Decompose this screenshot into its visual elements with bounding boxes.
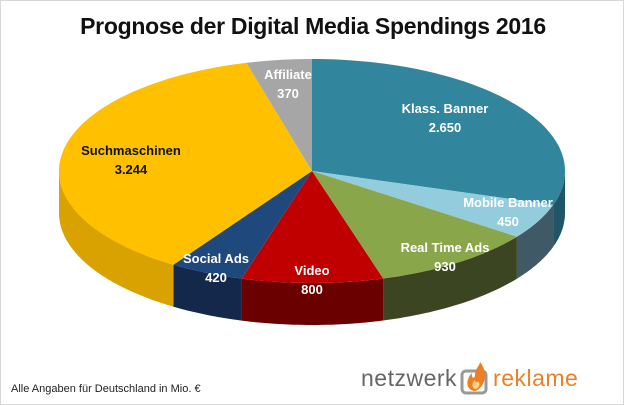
slice-label-6: Affiliate bbox=[264, 67, 312, 82]
pie-side-1 bbox=[516, 204, 554, 279]
slice-label-5: Suchmaschinen bbox=[81, 143, 181, 158]
pie-slice-1 bbox=[312, 171, 554, 237]
pie-slice-5 bbox=[59, 62, 312, 265]
pie-side-2 bbox=[383, 236, 517, 321]
slice-value-0: 2.650 bbox=[429, 120, 462, 135]
pie-side-5 bbox=[59, 171, 174, 307]
slice-label-4: Social Ads bbox=[183, 251, 249, 266]
pie-side-0 bbox=[553, 171, 565, 247]
slice-value-4: 420 bbox=[205, 270, 227, 285]
pie-side-4 bbox=[173, 264, 242, 321]
footnote: Alle Angaben für Deutschland in Mio. € bbox=[11, 383, 201, 395]
slice-value-5: 3.244 bbox=[115, 162, 148, 177]
pie-slice-6 bbox=[246, 59, 312, 171]
chart-title: Prognose der Digital Media Spendings 201… bbox=[80, 13, 546, 39]
pie-side-3 bbox=[241, 278, 384, 325]
slice-label-1: Mobile Banner bbox=[463, 195, 553, 210]
slice-label-0: Klass. Banner bbox=[402, 101, 489, 116]
flame-icon bbox=[460, 362, 488, 395]
logo: netzwerk reklame bbox=[361, 361, 578, 395]
logo-text-right: reklame bbox=[493, 364, 579, 391]
slice-label-2: Real Time Ads bbox=[401, 240, 490, 255]
slice-value-1: 450 bbox=[497, 214, 519, 229]
pie-slice-2 bbox=[312, 171, 517, 279]
slice-value-2: 930 bbox=[434, 259, 456, 274]
pie-slice-4 bbox=[173, 171, 312, 279]
slice-label-3: Video bbox=[294, 263, 329, 278]
logo-text-left: netzwerk bbox=[361, 364, 458, 391]
slice-value-3: 800 bbox=[301, 282, 323, 297]
pie-slice-3 bbox=[241, 171, 384, 283]
slice-value-6: 370 bbox=[277, 86, 299, 101]
pie-slice-0 bbox=[312, 59, 565, 205]
